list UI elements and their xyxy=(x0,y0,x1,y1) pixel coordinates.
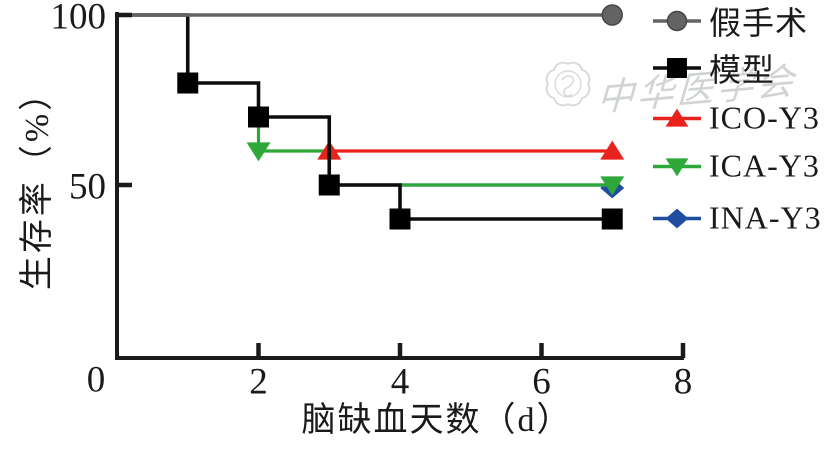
triangle-down-marker xyxy=(246,142,271,162)
series-line-model xyxy=(117,13,613,221)
square-marker xyxy=(177,72,199,94)
square-marker xyxy=(601,208,623,230)
square-marker xyxy=(389,208,411,230)
series-model xyxy=(117,13,623,230)
square-marker xyxy=(248,106,269,128)
triangle-up-marker xyxy=(600,140,625,160)
legend-item-ico-y3: ICO-Y3 xyxy=(652,100,820,137)
axis-lines xyxy=(115,12,684,360)
legend-label: ICA-Y3 xyxy=(709,147,820,184)
circle-marker xyxy=(601,4,623,26)
legend-item-model: 模型 xyxy=(652,45,775,91)
series-sham xyxy=(117,4,623,26)
triangle-up-icon xyxy=(653,108,701,127)
triangle-down-icon xyxy=(653,157,701,176)
square-marker xyxy=(318,174,340,196)
diamond-marker xyxy=(665,208,689,228)
series-ina-y3 xyxy=(400,177,625,199)
diamond-icon xyxy=(653,208,701,228)
sham-circle-icon xyxy=(653,10,701,32)
triangle-down-marker xyxy=(665,157,689,176)
series-ica-y3 xyxy=(246,117,625,196)
axes xyxy=(115,12,686,360)
legend-item-ica-y3: ICA-Y3 xyxy=(652,148,820,185)
model-square-icon xyxy=(653,58,701,78)
legend-label: INA-Y3 xyxy=(709,199,822,236)
series-ico-y3 xyxy=(317,140,625,160)
legend-item-sham: 假手术 xyxy=(652,0,808,44)
legend-label: 假手术 xyxy=(709,5,809,41)
triangle-down-marker xyxy=(600,176,625,196)
legend-item-ina-y3: INA-Y3 xyxy=(652,200,822,237)
triangle-up-marker xyxy=(665,108,689,127)
legend-label: 模型 xyxy=(709,52,776,88)
legend-label: ICO-Y3 xyxy=(709,99,820,136)
square-marker xyxy=(667,58,687,78)
circle-marker xyxy=(666,10,688,32)
